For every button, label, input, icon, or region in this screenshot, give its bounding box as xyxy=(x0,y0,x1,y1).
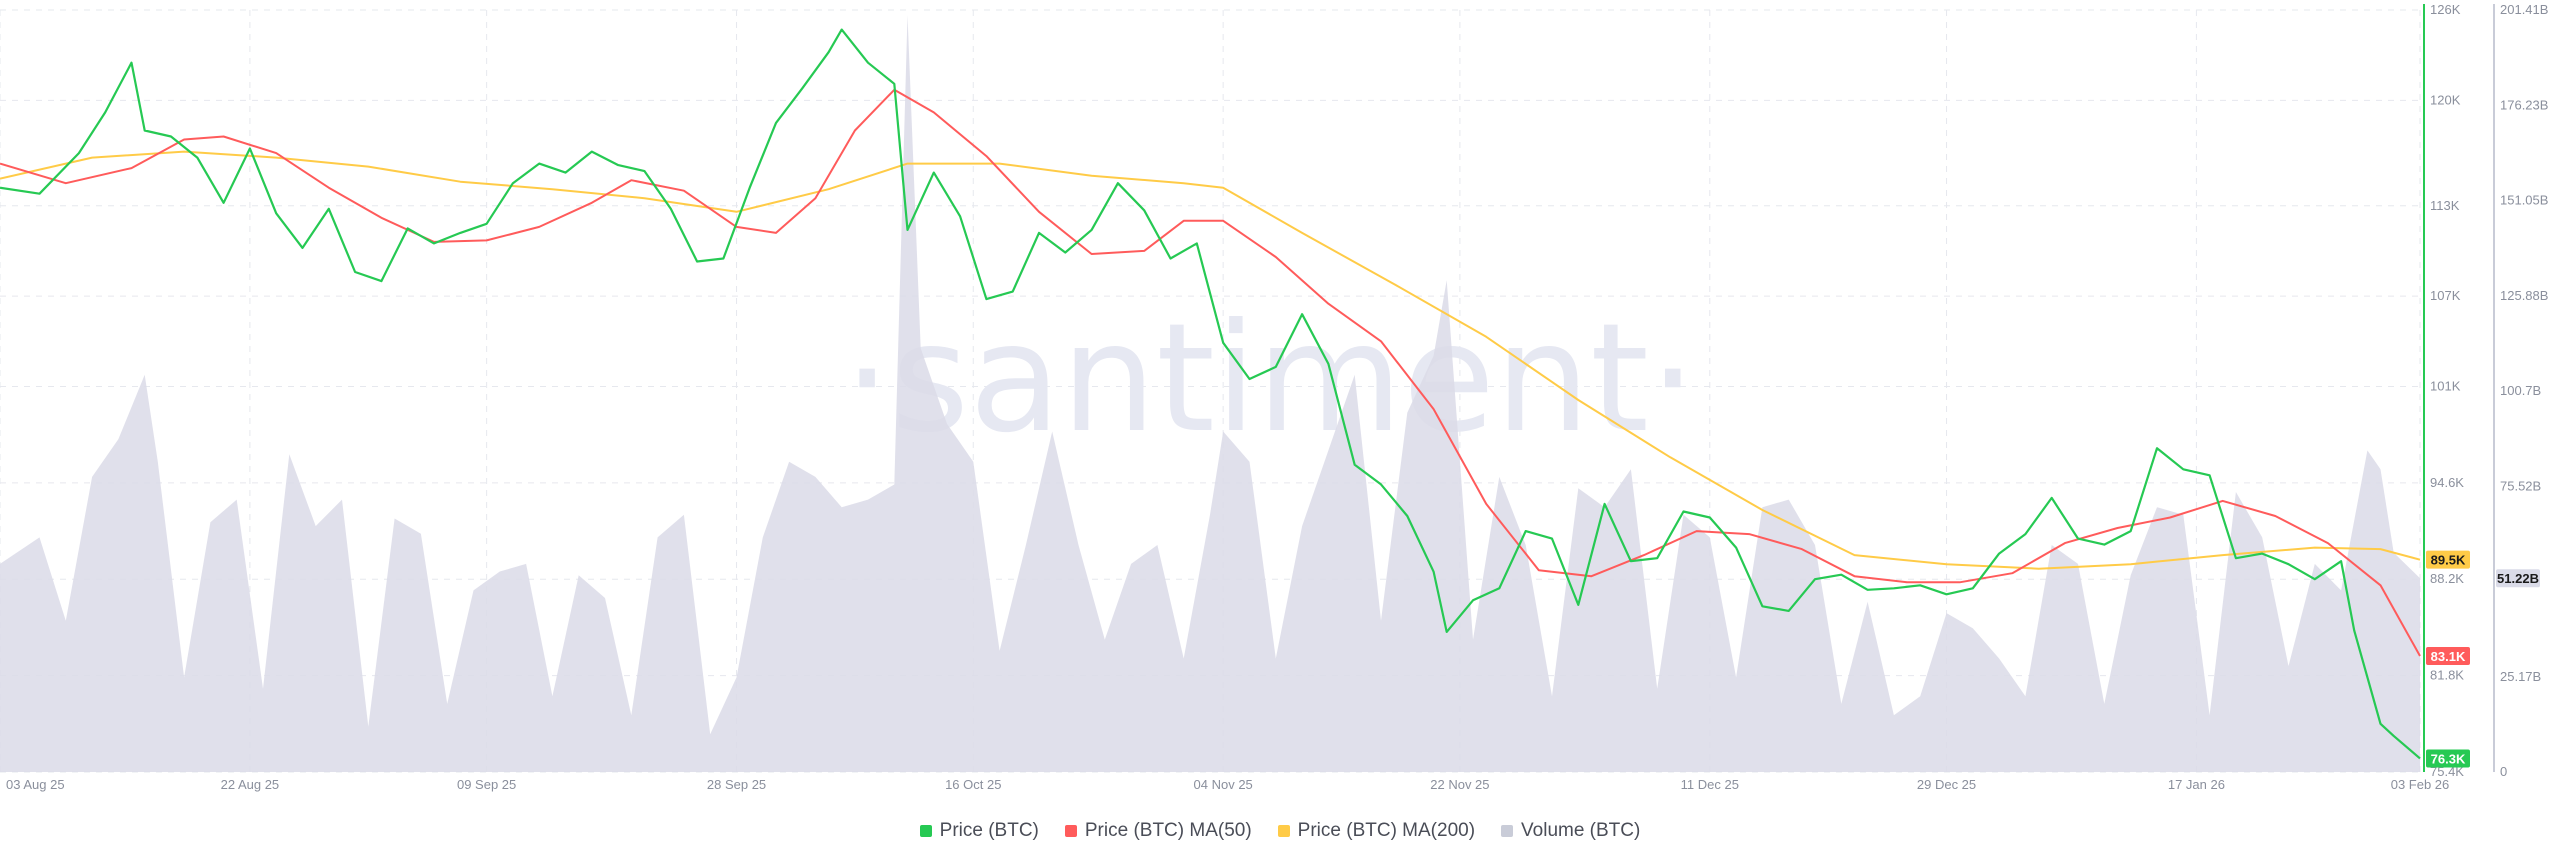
legend-item[interactable]: Volume (BTC) xyxy=(1501,820,1640,842)
price-tick-label: 107K xyxy=(2430,288,2461,303)
price-lines xyxy=(0,28,2421,760)
price-volume-chart: ·santiment· 75.4K 81.8K 88.2K 94.6K 101K 107K… xyxy=(0,2,2548,792)
x-tick-label: 28 Sep 25 xyxy=(707,777,766,792)
series-price-btc xyxy=(0,28,2421,760)
price-tick-label: 113K xyxy=(2430,198,2460,213)
price-tick-label: 120K xyxy=(2430,92,2461,107)
volume-tick-label: 75.52B xyxy=(2500,478,2541,493)
price-tick-label: 126K xyxy=(2430,2,2461,17)
badge-label: 76.3K xyxy=(2431,751,2466,766)
badge-bg xyxy=(2426,647,2470,666)
x-tick-label: 03 Feb 26 xyxy=(2391,777,2450,792)
axes: 75.4K 81.8K 88.2K 94.6K 101K 107K 113K 120K 126K… xyxy=(6,2,2548,792)
series-volume-btc xyxy=(0,15,2420,773)
legend-label: Price (BTC) xyxy=(939,820,1039,841)
badge-bg xyxy=(2426,550,2470,569)
badge-label: 51.22B xyxy=(2497,571,2539,586)
badge-51-22B: 51.22B xyxy=(2496,569,2540,588)
legend-label: Volume (BTC) xyxy=(1521,820,1641,841)
price-tick-label: 81.8K xyxy=(2430,668,2464,683)
x-tick-label: 16 Oct 25 xyxy=(945,777,1001,792)
x-tick-label: 11 Dec 25 xyxy=(1681,777,1739,792)
volume-tick-label: 176.23B xyxy=(2500,97,2548,112)
legend-swatch xyxy=(919,825,932,837)
x-tick-label: 04 Nov 25 xyxy=(1194,777,1253,792)
price-tick-label: 94.6K xyxy=(2430,475,2464,490)
legend-swatch xyxy=(1064,825,1077,837)
badge-83-1K: 83.1K xyxy=(2426,647,2470,666)
volume-tick-label: 25.17B xyxy=(2500,669,2541,684)
x-tick-label: 09 Sep 25 xyxy=(457,777,516,792)
badge-76-3K: 76.3K xyxy=(2426,749,2470,768)
volume-tick-label: 201.41B xyxy=(2500,2,2548,17)
x-tick-label: 03 Aug 25 xyxy=(6,777,65,792)
price-tick-label: 88.2K xyxy=(2430,571,2464,586)
legend-swatch xyxy=(1277,825,1290,837)
badge-89-5K: 89.5K xyxy=(2426,550,2470,569)
volume-tick-label: 0 xyxy=(2500,764,2507,779)
legend-item[interactable]: Price (BTC) MA(200) xyxy=(1277,820,1476,842)
price-tick-label: 75.4K xyxy=(2430,764,2464,779)
badge-label: 89.5K xyxy=(2431,553,2466,568)
series-price-ma200 xyxy=(0,150,2421,570)
volume-tick-label: 151.05B xyxy=(2500,193,2548,208)
series-price-ma50 xyxy=(0,88,2421,657)
legend-item[interactable]: Price (BTC) MA(50) xyxy=(1064,820,1252,842)
volume-tick-label: 125.88B xyxy=(2500,288,2548,303)
x-tick-label: 22 Aug 25 xyxy=(221,777,280,792)
legend-swatch xyxy=(1501,825,1514,837)
chart-legend: Price (BTC) Price (BTC) MA(50) Price (BTC)… xyxy=(0,820,2560,842)
x-tick-label: 17 Jan 26 xyxy=(2168,777,2225,792)
badge-bg xyxy=(2496,569,2540,588)
x-tick-label: 22 Nov 25 xyxy=(1430,777,1489,792)
santiment-watermark: ·santiment· xyxy=(843,292,1696,466)
value-badges: 89.5K 83.1K 76.3K 51.22B xyxy=(2426,550,2540,768)
legend-item[interactable]: Price (BTC) xyxy=(919,820,1039,842)
price-tick-label: 101K xyxy=(2430,378,2461,393)
legend-label: Price (BTC) MA(200) xyxy=(1297,820,1476,841)
volume-area xyxy=(0,15,2420,773)
x-tick-label: 29 Dec 25 xyxy=(1917,777,1976,792)
volume-tick-label: 100.7B xyxy=(2500,383,2541,398)
legend-label: Price (BTC) MA(50) xyxy=(1084,820,1252,841)
badge-bg xyxy=(2426,749,2470,768)
badge-label: 83.1K xyxy=(2431,649,2466,664)
